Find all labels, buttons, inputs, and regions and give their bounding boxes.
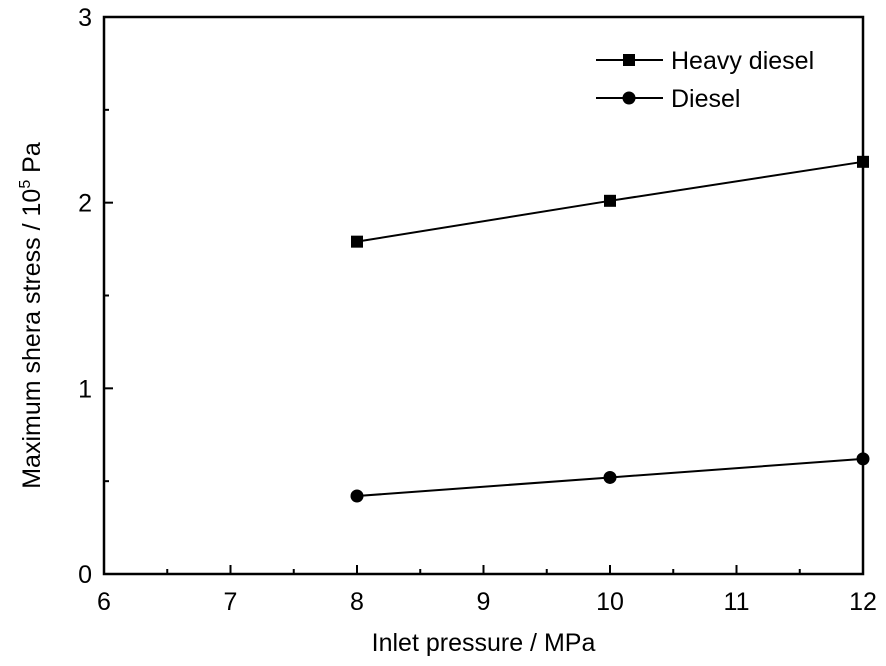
x-tick-label: 10 (596, 588, 624, 616)
x-tick-label: 6 (97, 588, 111, 616)
x-tick-label: 9 (477, 588, 491, 616)
y-tick-label: 2 (78, 190, 92, 218)
x-tick-label: 7 (224, 588, 238, 616)
y-axis-title-main: Maximum shera stress / 10 (18, 189, 46, 489)
y-tick-label: 3 (78, 4, 92, 32)
y-axis-title-suffix: Pa (18, 142, 46, 180)
legend-label-heavy-diesel: Heavy diesel (671, 47, 814, 75)
series-layer (350, 155, 870, 503)
data-point-diesel (350, 489, 364, 503)
y-axis-title: Maximum shera stress / 105 Pa (17, 142, 46, 489)
legend: Heavy diesel Diesel (596, 47, 814, 113)
x-tick-label: 11 (724, 588, 750, 616)
ticks-layer (103, 16, 864, 575)
legend-item-heavy-diesel: Heavy diesel (596, 47, 814, 75)
legend-square-marker-icon (623, 54, 635, 66)
y-tick-label: 1 (78, 375, 92, 403)
data-point-diesel (603, 470, 617, 484)
legend-label-diesel: Diesel (671, 85, 740, 113)
data-point-heavy-diesel (604, 194, 616, 207)
data-point-heavy-diesel (351, 235, 363, 248)
legend-item-diesel: Diesel (596, 85, 740, 113)
y-axis-title-superscript: 5 (17, 180, 34, 189)
legend-circle-marker-icon (622, 91, 636, 105)
y-tick-label: 0 (78, 561, 92, 589)
x-tick-label: 8 (350, 588, 364, 616)
x-tick-label: 12 (849, 588, 877, 616)
x-axis-title: Inlet pressure / MPa (372, 629, 596, 657)
